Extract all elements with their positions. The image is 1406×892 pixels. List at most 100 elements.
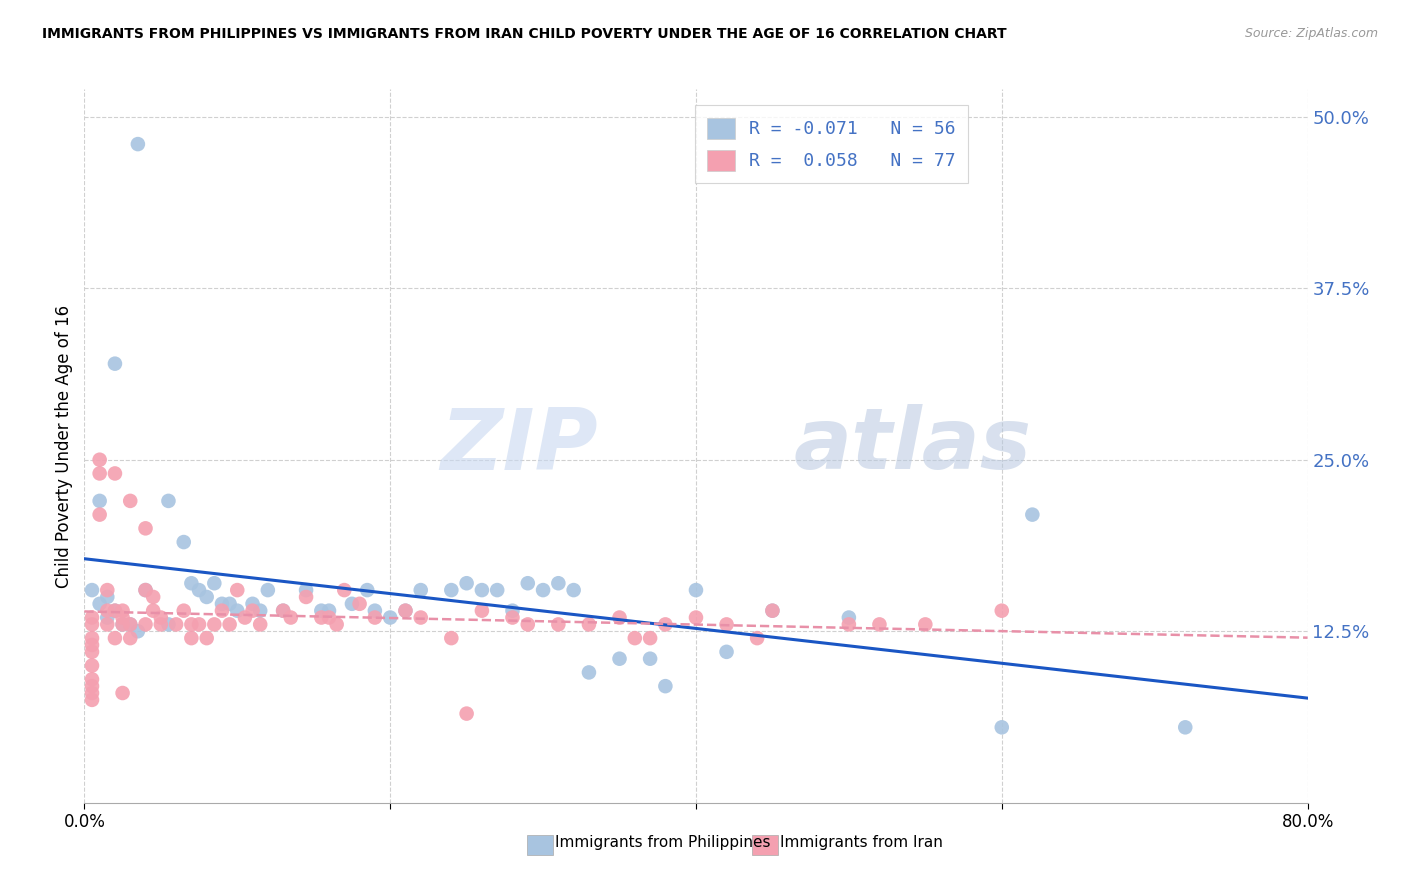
Text: Immigrants from Iran: Immigrants from Iran xyxy=(780,836,943,850)
Point xyxy=(89,467,111,481)
Point xyxy=(654,617,676,632)
Point xyxy=(111,686,134,700)
Point xyxy=(516,617,538,632)
Point xyxy=(157,617,180,632)
Point xyxy=(349,597,371,611)
Point xyxy=(80,673,103,687)
Point xyxy=(394,604,416,618)
Point xyxy=(80,658,103,673)
Point xyxy=(249,617,271,632)
Point xyxy=(80,617,103,632)
Point xyxy=(654,679,676,693)
Point xyxy=(1174,720,1197,734)
Point xyxy=(380,610,402,624)
Point xyxy=(120,617,142,632)
Point xyxy=(127,137,149,152)
Point xyxy=(80,693,103,707)
Point xyxy=(364,610,387,624)
Point xyxy=(356,583,378,598)
Point xyxy=(409,610,432,624)
Point xyxy=(991,604,1014,618)
Point xyxy=(202,576,225,591)
Point xyxy=(547,576,569,591)
Point xyxy=(149,617,172,632)
Point xyxy=(747,631,769,645)
Point xyxy=(624,631,647,645)
Point xyxy=(318,610,340,624)
Point xyxy=(609,610,631,624)
Point xyxy=(271,604,294,618)
Point xyxy=(173,604,195,618)
Point xyxy=(226,583,249,598)
Point xyxy=(838,617,860,632)
Point xyxy=(96,583,118,598)
Point xyxy=(838,610,860,624)
Point xyxy=(80,631,103,645)
Point xyxy=(104,467,127,481)
Point xyxy=(89,508,111,522)
Point xyxy=(638,651,661,665)
Point xyxy=(142,590,165,604)
Point xyxy=(211,597,233,611)
Point xyxy=(96,610,118,624)
Point xyxy=(440,583,463,598)
Point xyxy=(195,590,218,604)
Point xyxy=(120,617,142,632)
Point xyxy=(1021,508,1043,522)
Point xyxy=(120,494,142,508)
Point xyxy=(257,583,280,598)
Text: ZIP: ZIP xyxy=(440,404,598,488)
Point xyxy=(96,617,118,632)
Point xyxy=(502,604,524,618)
Point xyxy=(547,617,569,632)
Point xyxy=(914,617,936,632)
Point xyxy=(89,494,111,508)
Point xyxy=(242,597,264,611)
Point xyxy=(165,617,187,632)
Point xyxy=(211,604,233,618)
Point xyxy=(311,610,333,624)
Point xyxy=(195,631,218,645)
Point xyxy=(761,604,783,618)
Point xyxy=(685,610,707,624)
Point xyxy=(80,645,103,659)
Point xyxy=(135,583,157,598)
Point xyxy=(340,597,363,611)
Point xyxy=(318,604,340,618)
Point xyxy=(471,604,494,618)
Point xyxy=(80,638,103,652)
Point xyxy=(111,617,134,632)
Y-axis label: Child Poverty Under the Age of 16: Child Poverty Under the Age of 16 xyxy=(55,304,73,588)
Point xyxy=(394,604,416,618)
Text: Immigrants from Philippines: Immigrants from Philippines xyxy=(555,836,770,850)
Point xyxy=(111,617,134,632)
Point xyxy=(89,452,111,467)
Point xyxy=(761,604,783,618)
Point xyxy=(325,617,347,632)
Point xyxy=(295,590,318,604)
Point xyxy=(104,631,127,645)
Text: IMMIGRANTS FROM PHILIPPINES VS IMMIGRANTS FROM IRAN CHILD POVERTY UNDER THE AGE : IMMIGRANTS FROM PHILIPPINES VS IMMIGRANT… xyxy=(42,27,1007,41)
Point xyxy=(531,583,554,598)
Point xyxy=(638,631,661,645)
Point xyxy=(180,631,202,645)
Point xyxy=(149,610,172,624)
Point xyxy=(173,535,195,549)
Point xyxy=(104,604,127,618)
Point xyxy=(685,583,707,598)
Point xyxy=(180,617,202,632)
Point xyxy=(89,597,111,611)
Point xyxy=(578,617,600,632)
Point xyxy=(80,610,103,624)
Point xyxy=(104,604,127,618)
Point xyxy=(127,624,149,639)
Point xyxy=(104,357,127,371)
Point xyxy=(96,604,118,618)
Point xyxy=(249,604,271,618)
Point xyxy=(188,583,211,598)
Point xyxy=(226,604,249,618)
Point xyxy=(409,583,432,598)
Point xyxy=(135,583,157,598)
Point xyxy=(80,679,103,693)
Point xyxy=(609,651,631,665)
